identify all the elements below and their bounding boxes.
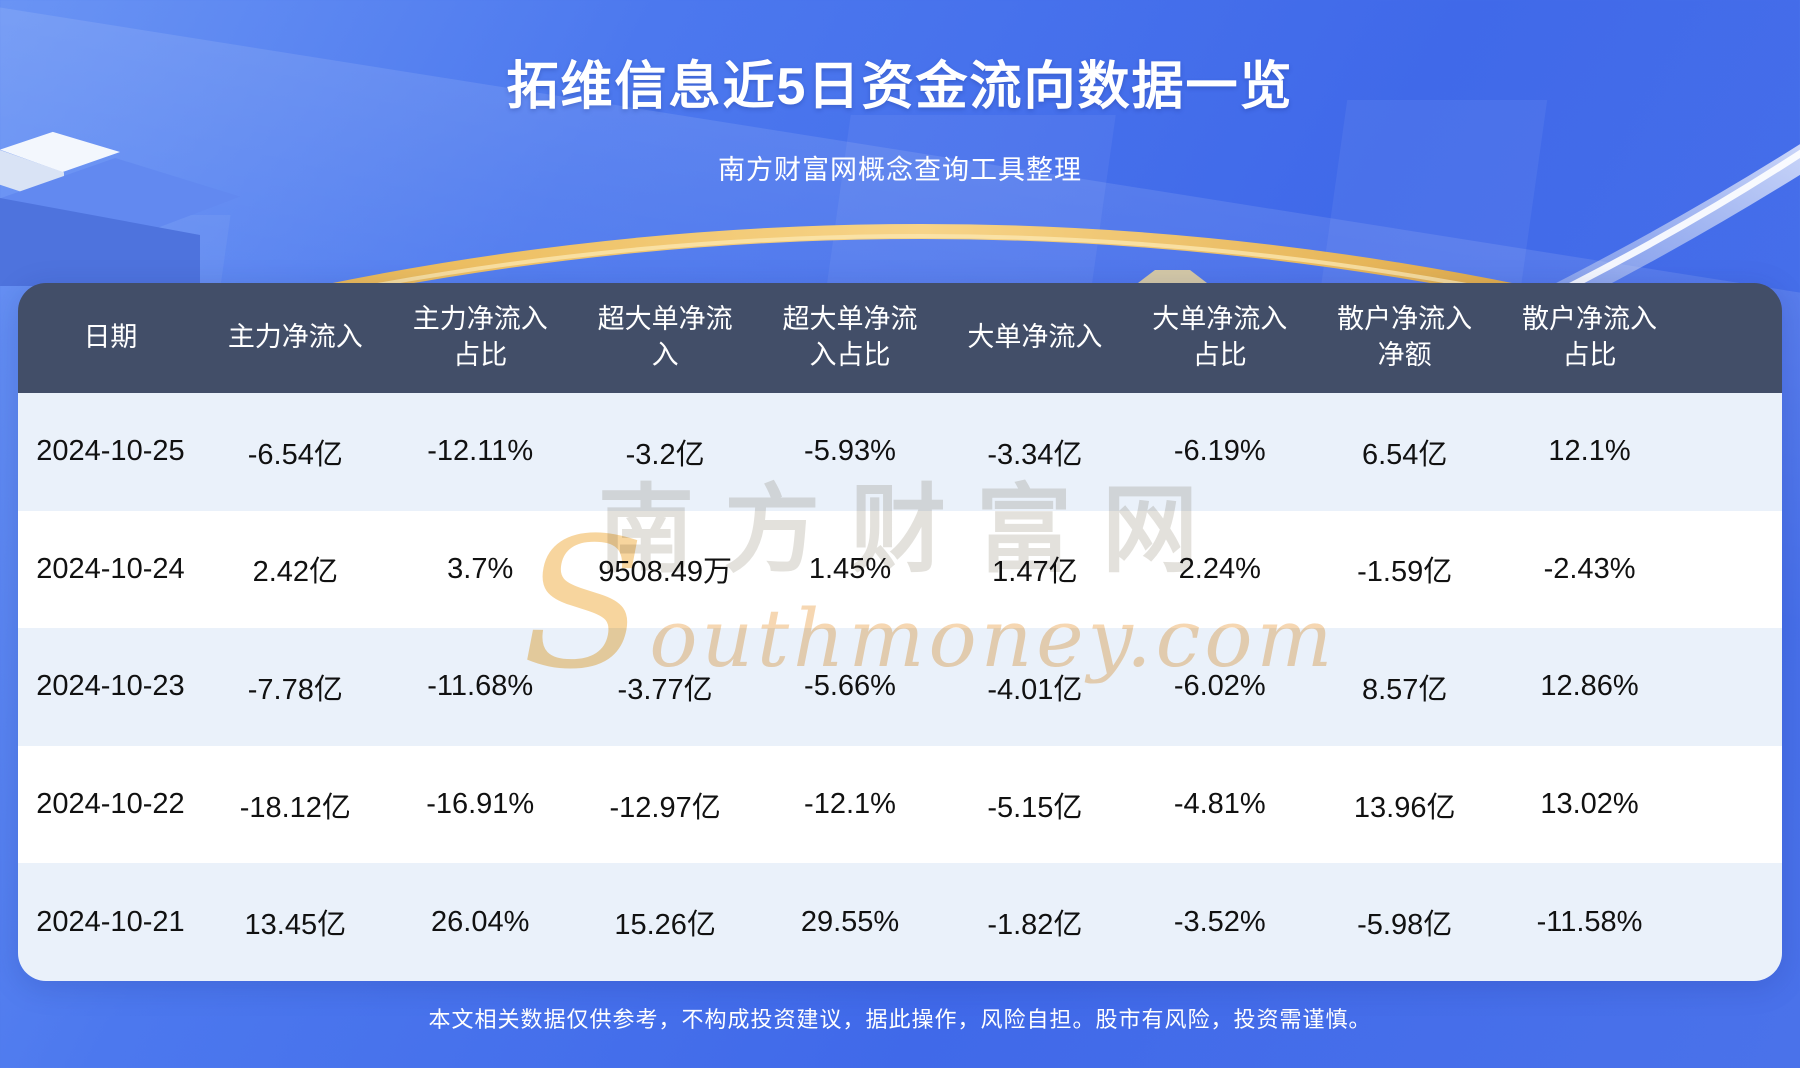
column-header: 主力净流入 [227,322,363,353]
value-cell: -4.01亿 [987,673,1083,706]
value-cell: -1.82亿 [987,909,1083,942]
date-cell: 2024-10-25 [36,435,185,468]
column-header: 散户净流入占比 [1522,304,1658,370]
value-cell: 8.57亿 [1361,673,1448,706]
value-cell: -5.93% [804,435,896,468]
value-cell: 1.47亿 [992,556,1078,589]
value-cell: -12.1% [804,788,896,821]
value-cell: -2.43% [1543,552,1636,585]
value-cell: 13.02% [1540,788,1639,821]
value-cell: -3.77亿 [617,673,713,706]
page-title: 拓维信息近5日资金流向数据一览 [506,58,1294,116]
value-cell: 6.54亿 [1361,438,1448,471]
date-cell: 2024-10-22 [36,788,185,821]
column-header: 超大单净流入占比 [782,304,918,370]
value-cell: 15.26亿 [614,909,716,942]
value-cell: -18.12亿 [239,791,351,824]
value-cell: -4.81% [1173,788,1266,821]
value-cell: -3.52% [1173,905,1266,938]
table-header-row: 日期 主力净流入 主力净流入占比 超大单净流入 超大单净流入占比 大单净流入 大单净流入占比… [18,283,1782,393]
table-body: 2024-10-25 -6.54亿 -12.11% -3.2亿 -5.93% -3.34亿… [18,393,1782,981]
value-cell: -12.97亿 [609,791,721,824]
value-cell: 9508.49万 [598,556,733,589]
column-header: 大单净流入占比 [1152,304,1288,370]
column-header: 大单净流入 [967,322,1103,353]
value-cell: 13.96亿 [1353,791,1456,824]
column-header: 主力净流入占比 [412,304,548,370]
gold-pedestal-icon [1138,270,1207,283]
table-row: 2024-10-23 -7.78亿 -11.68% -3.77亿 -5.66% -4.01… [18,628,1782,746]
column-header: 超大单净流入 [597,304,733,370]
value-cell: -6.54亿 [247,438,343,471]
column-header: 日期 [83,322,138,353]
value-cell: 12.86% [1540,670,1639,703]
date-cell: 2024-10-23 [36,670,185,703]
value-cell: -1.59亿 [1357,556,1453,589]
decor-isometric-block [0,198,200,286]
value-cell: -11.68% [427,670,534,703]
value-cell: -3.34亿 [987,438,1083,471]
value-cell: -3.2亿 [625,438,705,471]
date-cell: 2024-10-21 [36,905,185,938]
page-subtitle: 南方财富网概念查询工具整理 [718,155,1082,185]
value-cell: -16.91% [426,788,535,821]
fund-flow-table: 日期 主力净流入 主力净流入占比 超大单净流入 超大单净流入占比 大单净流入 大单净流入占比… [18,283,1782,981]
value-cell: -11.58% [1536,905,1643,938]
value-cell: 13.45亿 [244,909,347,942]
value-cell: 12.1% [1548,435,1631,468]
value-cell: -5.98亿 [1357,909,1453,942]
value-cell: -5.15亿 [987,791,1083,824]
value-cell: 1.45% [808,552,892,585]
table-row: 2024-10-24 2.42亿 3.7% 9508.49万 1.45% 1.47亿 2.2… [18,510,1782,629]
column-header: 散户净流入净额 [1337,304,1473,370]
disclaimer-text: 本文相关数据仅供参考，不构成投资建议，据此操作，风险自担。股市有风险，投资需谨慎… [428,1007,1372,1032]
value-cell: 2.24% [1178,552,1261,585]
date-cell: 2024-10-24 [36,552,185,585]
value-cell: -6.02% [1173,670,1266,703]
value-cell: -7.78亿 [247,673,343,706]
value-cell: -5.66% [804,670,896,703]
value-cell: 3.7% [447,552,514,585]
value-cell: 26.04% [431,905,530,938]
table-row: 2024-10-21 13.45亿 26.04% 15.26亿 29.55% -1.82亿… [18,863,1782,981]
value-cell: -12.11% [427,435,534,468]
value-cell: 29.55% [800,905,900,938]
table-row: 2024-10-25 -6.54亿 -12.11% -3.2亿 -5.93% -3.34亿… [18,393,1782,511]
value-cell: -6.19% [1173,435,1266,468]
value-cell: 2.42亿 [252,556,339,589]
table-row: 2024-10-22 -18.12亿 -16.91% -12.97亿 -12.1% -5.… [18,745,1782,864]
